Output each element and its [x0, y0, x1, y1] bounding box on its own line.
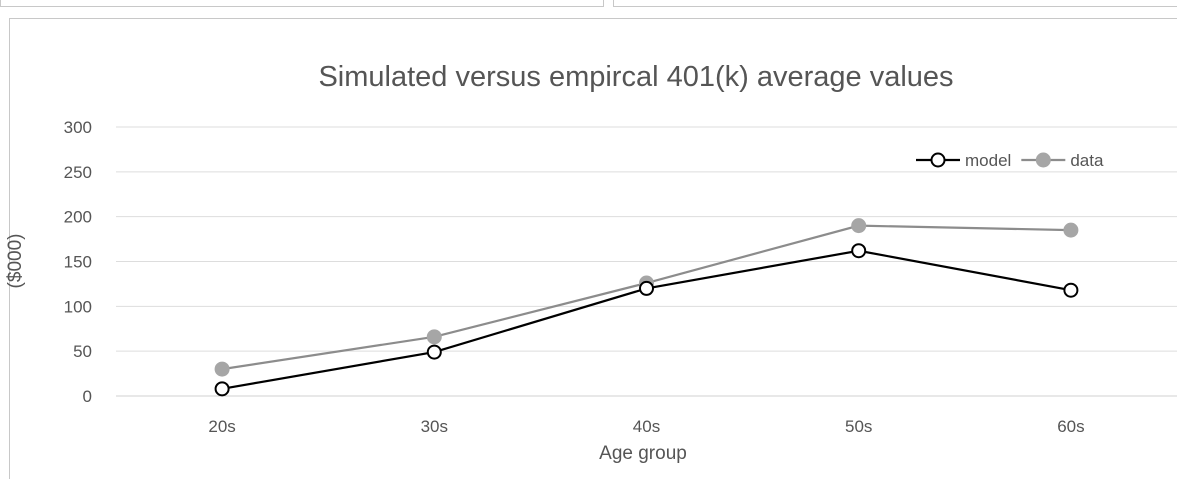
y-axis-ticks: 0 50 100 150 200 250 300 [64, 118, 92, 406]
data-point-model [214, 381, 230, 397]
line-chart: Simulated versus empircal 401(k) average… [5, 61, 1177, 464]
legend: model data [916, 151, 1104, 170]
chart-title: Simulated versus empircal 401(k) average… [318, 61, 953, 93]
x-tick-label: 30s [421, 417, 448, 436]
data-point-data [1063, 222, 1079, 238]
x-tick-label: 40s [633, 417, 660, 436]
data-point-model [426, 344, 442, 360]
data-point-model [1063, 282, 1079, 298]
gridlines [116, 126, 1177, 397]
series-line-model [221, 249, 1072, 390]
series-layer [214, 218, 1079, 397]
x-tick-label: 50s [845, 417, 872, 436]
top-left-panel-frame [0, 0, 604, 7]
data-point-data [426, 329, 442, 345]
legend-marker-data [1035, 152, 1051, 168]
x-axis-ticks: 20s 30s 40s 50s 60s [208, 417, 1084, 436]
y-tick-label: 300 [64, 118, 92, 137]
y-tick-label: 200 [64, 208, 92, 227]
top-right-panel-frame [613, 0, 1177, 7]
x-tick-label: 60s [1057, 417, 1084, 436]
y-tick-label: 100 [64, 297, 92, 316]
legend-marker-model [930, 152, 946, 168]
legend-label-model: model [965, 151, 1011, 170]
x-tick-label: 20s [208, 417, 235, 436]
y-tick-label: 0 [83, 387, 92, 406]
data-point-data [851, 218, 867, 234]
y-tick-label: 150 [64, 253, 92, 272]
chart-frame [9, 18, 1177, 479]
data-point-data [214, 361, 230, 377]
legend-label-data: data [1070, 151, 1104, 170]
y-tick-label: 50 [73, 342, 92, 361]
data-point-model [851, 243, 867, 259]
data-point-model [639, 280, 654, 296]
x-axis-label: Age group [599, 443, 687, 464]
y-tick-label: 250 [64, 163, 92, 182]
y-axis-label: ($000) [5, 234, 26, 289]
series-line-data [221, 224, 1071, 371]
